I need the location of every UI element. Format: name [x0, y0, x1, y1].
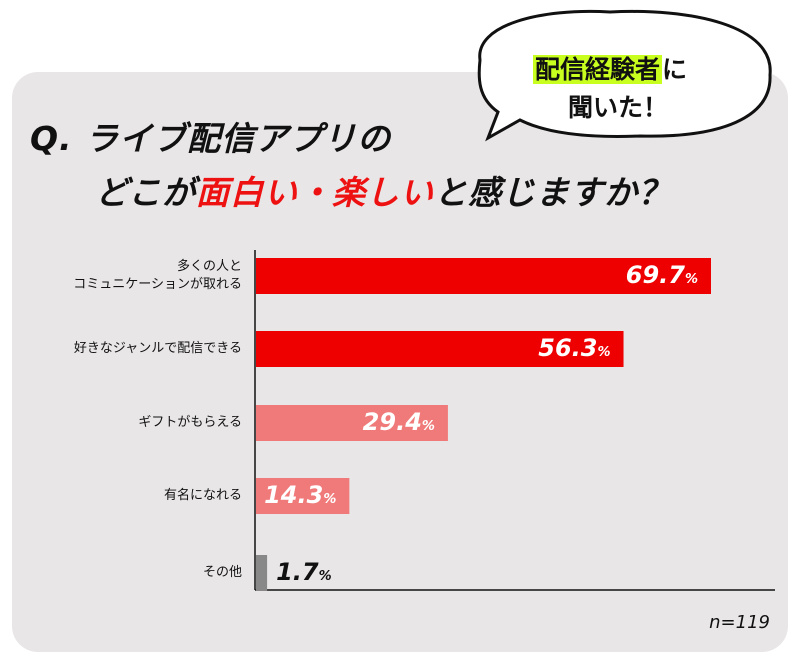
category-label-4: その他: [202, 565, 242, 580]
question-highlight: 面白い・楽しい: [196, 173, 435, 212]
bar-2: [256, 405, 448, 441]
value-label-3: 14.3%: [264, 481, 337, 509]
category-label-0: 多くの人と コミュニケーションが取れる: [73, 259, 242, 292]
bar-1: [256, 331, 624, 367]
sample-size: n=119: [709, 612, 770, 633]
question-pre: どこが: [95, 173, 197, 212]
question-line-2: どこが面白い・楽しいと感じますか？: [95, 166, 672, 214]
bar-3: [256, 478, 350, 514]
value-label-4: 1.7%: [276, 558, 332, 586]
bar-0: [256, 258, 711, 294]
value-label-2: 29.4%: [362, 408, 435, 436]
category-label-1: 好きなジャンルで配信できる: [73, 341, 242, 356]
bubble-highlight: 配信経験者: [533, 55, 663, 84]
question-post: と感じますか？: [434, 173, 673, 212]
bubble-line-1: 配信経験者に: [533, 50, 687, 86]
bubble-line-1-rest: に: [662, 55, 688, 84]
category-label-2: ギフトがもらえる: [138, 415, 242, 430]
value-label-0: 69.7%: [625, 261, 698, 289]
value-label-1: 56.3%: [538, 334, 611, 362]
question-line-1: Q. ライブ配信アプリの: [30, 119, 392, 158]
bubble-line-2: 聞いた！: [568, 93, 669, 122]
bar-4: [256, 555, 268, 591]
category-label-3: 有名になれる: [163, 488, 242, 503]
